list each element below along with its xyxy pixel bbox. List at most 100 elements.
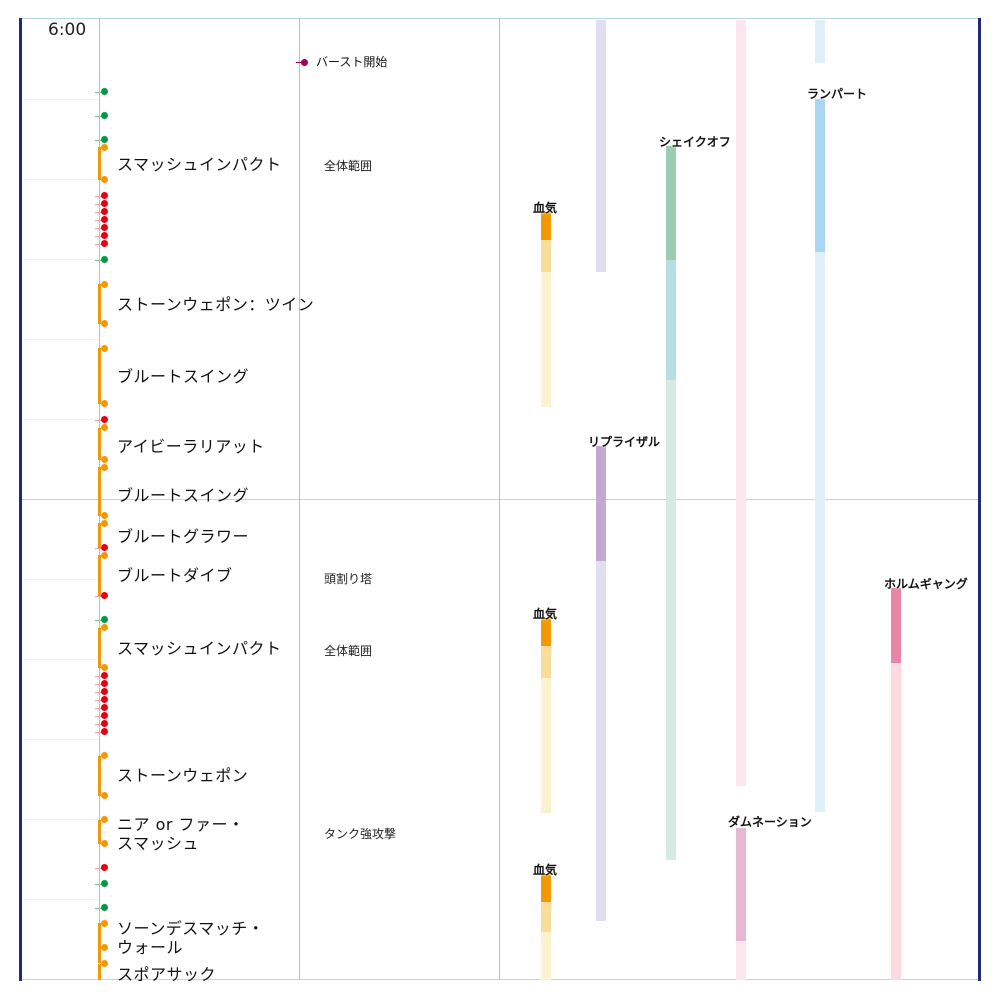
skill-note: 全体範囲 — [324, 159, 373, 173]
timeline-right-border — [978, 18, 981, 981]
cast-end-dot — [101, 664, 108, 671]
timeline-top-line — [22, 18, 978, 19]
bloodwhetting-label: 血気 — [533, 863, 558, 877]
bloodwhetting-active — [541, 618, 551, 646]
auto-tick — [95, 116, 103, 117]
damage-dot — [101, 680, 108, 687]
holmgang-label: ホルムギャング — [884, 577, 968, 591]
cast-start-dot — [101, 624, 108, 631]
bloodwhetting-active — [541, 212, 551, 240]
timeline-bottom-line — [22, 979, 978, 980]
rampart-cooldown — [815, 20, 825, 63]
damage-tick — [95, 420, 103, 421]
auto-tick — [95, 260, 103, 261]
cast-bar — [98, 923, 101, 963]
bloodwhetting-effect — [541, 646, 551, 678]
auto-attack-dot — [101, 136, 108, 143]
shake-off-active — [666, 146, 676, 260]
skill-label: スマッシュインパクト — [117, 155, 282, 174]
damage-dot — [101, 704, 108, 711]
cast-end-dot — [101, 792, 108, 799]
damage-tick — [95, 692, 103, 693]
grid-line — [22, 899, 100, 900]
auto-attack-dot — [101, 616, 108, 623]
reprisal-cooldown — [596, 20, 606, 272]
damage-tick — [95, 868, 103, 869]
skill-label: ストーンウェポン — [117, 766, 249, 785]
holmgang-cooldown — [891, 663, 901, 980]
burst-marker — [301, 59, 308, 66]
cast-end-dot — [101, 320, 108, 327]
damage-tick — [95, 236, 103, 237]
cast-end-dot — [101, 512, 108, 519]
cast-start-dot — [101, 752, 108, 759]
damage-tick — [95, 244, 103, 245]
auto-attack-dot — [101, 112, 108, 119]
cast-end-dot — [101, 400, 108, 407]
column-divider — [499, 18, 500, 980]
shake-off-effect — [666, 260, 676, 380]
rampart-active — [815, 99, 825, 252]
bloodwhetting-label: 血気 — [533, 607, 558, 621]
damage-dot — [101, 720, 108, 727]
damage-tick — [95, 716, 103, 717]
holmgang-active — [891, 588, 901, 663]
skill-label: ブルートスイング — [117, 367, 250, 386]
grid-line — [22, 579, 100, 580]
skill-label: ブルートグラワー — [117, 527, 250, 546]
damage-dot — [101, 864, 108, 871]
reprisal-label: リプライザル — [588, 435, 661, 449]
skill-label: ブルートダイブ — [117, 566, 233, 585]
damage-tick — [95, 684, 103, 685]
skill-note: 全体範囲 — [324, 644, 373, 658]
cast-bar — [98, 284, 101, 324]
cast-start-dot — [101, 520, 108, 527]
cast-bar — [98, 147, 101, 180]
damage-dot — [101, 672, 108, 679]
cast-bar — [98, 756, 101, 796]
cast-bar — [98, 964, 101, 980]
damage-dot — [101, 544, 108, 551]
cast-bar — [98, 428, 101, 460]
damnation-cooldown — [736, 941, 746, 980]
damnation-cooldown — [736, 20, 746, 786]
cast-start-dot — [101, 552, 108, 559]
burst-start-label: バースト開始 — [316, 55, 388, 69]
rampart-label: ランパート — [807, 87, 868, 101]
bloodwhetting-cooldown — [541, 678, 551, 813]
damage-tick — [95, 724, 103, 725]
damage-dot — [101, 208, 108, 215]
grid-line — [22, 659, 100, 660]
auto-tick — [95, 884, 103, 885]
grid-line — [22, 739, 100, 740]
shake-off-cooldown — [666, 380, 676, 860]
damage-tick — [95, 212, 103, 213]
grid-line — [22, 339, 100, 340]
column-divider — [299, 18, 300, 980]
grid-line — [22, 819, 100, 820]
damage-dot — [101, 240, 108, 247]
damage-dot — [101, 192, 108, 199]
damage-dot — [101, 728, 108, 735]
damnation-active — [736, 828, 746, 941]
damage-tick — [95, 732, 103, 733]
cast-end-dot — [101, 176, 108, 183]
bloodwhetting-active — [541, 874, 551, 902]
cast-end-dot — [101, 944, 108, 951]
skill-note: 頭割り塔 — [324, 572, 373, 586]
auto-tick — [95, 908, 103, 909]
bloodwhetting-effect — [541, 240, 551, 272]
grid-line — [22, 179, 100, 180]
timeline-left-border — [19, 18, 22, 981]
cast-start-dot — [101, 464, 108, 471]
reprisal-cooldown — [596, 561, 606, 921]
auto-attack-dot — [101, 880, 108, 887]
burst-tick — [296, 62, 304, 63]
damage-dot — [101, 216, 108, 223]
damage-dot — [101, 688, 108, 695]
damage-tick — [95, 596, 103, 597]
skill-note: タンク強攻撃 — [324, 827, 397, 841]
damage-dot — [101, 416, 108, 423]
skill-label: ニア or ファー・ スマッシュ — [117, 815, 245, 853]
damage-tick — [95, 676, 103, 677]
